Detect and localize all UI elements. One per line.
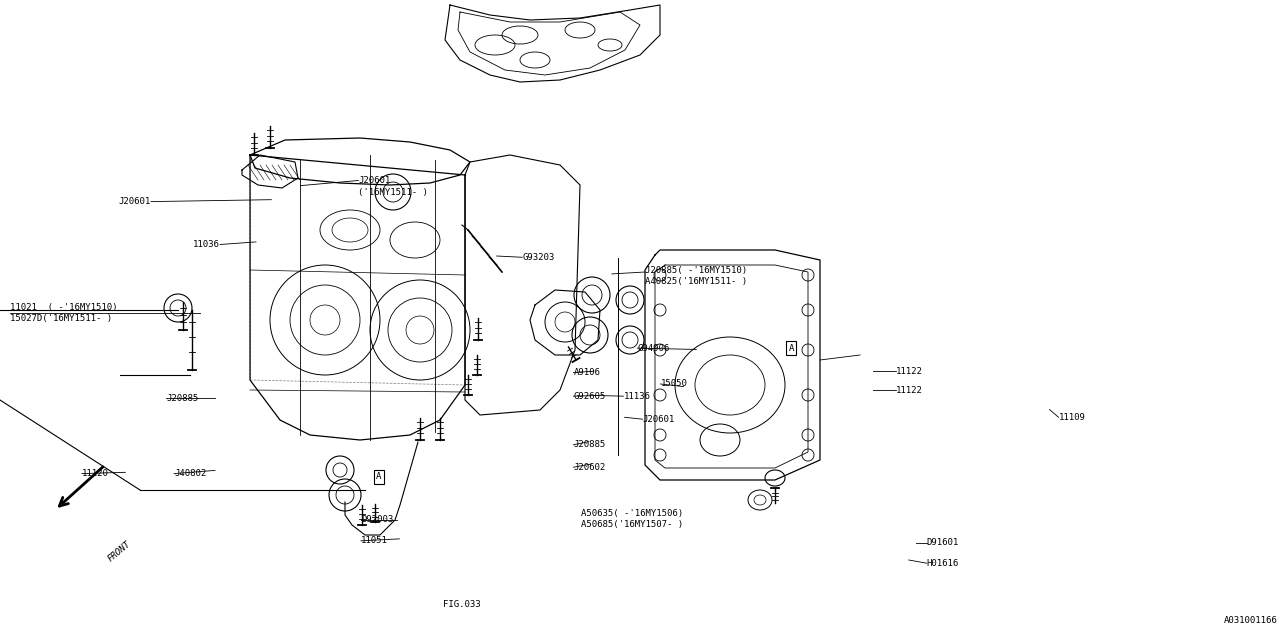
Text: J20601: J20601 bbox=[119, 197, 151, 206]
Text: D92003: D92003 bbox=[361, 515, 393, 524]
Text: 15027D('16MY1511- ): 15027D('16MY1511- ) bbox=[10, 314, 113, 323]
Text: G93203: G93203 bbox=[522, 253, 554, 262]
Text: ('16MY1511- ): ('16MY1511- ) bbox=[358, 188, 429, 196]
Text: 11122: 11122 bbox=[896, 367, 923, 376]
Text: 11136: 11136 bbox=[623, 392, 650, 401]
Text: 11036: 11036 bbox=[193, 240, 220, 249]
Text: J20885( -'16MY1510): J20885( -'16MY1510) bbox=[645, 266, 748, 275]
Text: H01616: H01616 bbox=[927, 559, 959, 568]
Text: J20601: J20601 bbox=[643, 415, 675, 424]
Text: D91601: D91601 bbox=[927, 538, 959, 547]
Text: A40825('16MY1511- ): A40825('16MY1511- ) bbox=[645, 277, 748, 286]
Text: FRONT: FRONT bbox=[106, 540, 133, 564]
Text: A031001166: A031001166 bbox=[1224, 616, 1277, 625]
Text: 11122: 11122 bbox=[896, 386, 923, 395]
Text: 15050: 15050 bbox=[660, 380, 687, 388]
Text: 11051: 11051 bbox=[361, 536, 388, 545]
Text: 11109: 11109 bbox=[1059, 413, 1085, 422]
Text: G92605: G92605 bbox=[573, 392, 605, 401]
Text: 11120: 11120 bbox=[82, 469, 109, 478]
Text: J20601: J20601 bbox=[358, 176, 390, 185]
Text: A9106: A9106 bbox=[573, 368, 600, 377]
Text: G94906: G94906 bbox=[637, 344, 669, 353]
Text: A50685('16MY1507- ): A50685('16MY1507- ) bbox=[581, 520, 684, 529]
Text: FIG.033: FIG.033 bbox=[443, 600, 480, 609]
Text: J20602: J20602 bbox=[573, 463, 605, 472]
Text: J20885: J20885 bbox=[166, 394, 198, 403]
Text: A: A bbox=[376, 472, 381, 481]
Text: 11021  ( -'16MY1510): 11021 ( -'16MY1510) bbox=[10, 303, 118, 312]
Text: J20885: J20885 bbox=[573, 440, 605, 449]
Text: A50635( -'16MY1506): A50635( -'16MY1506) bbox=[581, 509, 684, 518]
Text: J40802: J40802 bbox=[174, 469, 206, 478]
Text: A: A bbox=[788, 344, 794, 353]
